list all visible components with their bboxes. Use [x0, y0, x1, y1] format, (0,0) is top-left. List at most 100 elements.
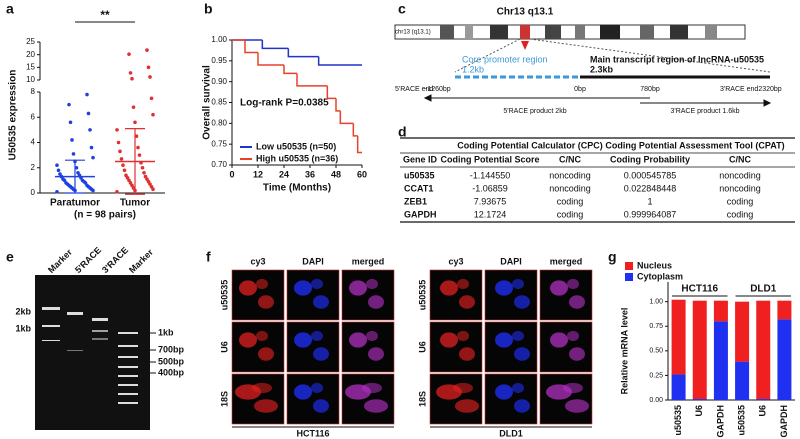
dot: [131, 105, 136, 109]
km-step: [296, 73, 328, 87]
cell: [258, 295, 274, 309]
micrograph: [539, 321, 593, 373]
panel-label: c: [398, 1, 406, 17]
dot: [133, 120, 137, 125]
x-tick-label: U6: [694, 405, 704, 417]
y-tick-label: 0.75: [649, 323, 663, 330]
y-tick-label: 6: [31, 112, 36, 121]
y-tick-label: 0.75: [211, 139, 227, 148]
y-axis-label: U50535 expression: [8, 70, 19, 161]
annotation: Log-rank P=0.0385: [240, 98, 329, 109]
micrograph: [341, 269, 395, 321]
table-cell: noncoding: [549, 183, 591, 193]
km-step: [283, 65, 297, 75]
dot: [88, 128, 92, 132]
table-header: Coding Potential Score: [440, 154, 539, 164]
x-axis-label: Time (Months): [263, 183, 331, 194]
dot: [145, 48, 149, 52]
bar-segment: [713, 321, 728, 400]
row-header: U6: [417, 341, 427, 353]
group-label: DLD1: [750, 284, 777, 295]
dot: [55, 163, 59, 168]
bar-segment: [692, 399, 707, 400]
cell: [440, 280, 458, 296]
micrograph: [429, 321, 483, 373]
km-step: [339, 110, 354, 125]
cell: [311, 330, 323, 342]
bar-segment: [671, 299, 686, 375]
bar-segment: [756, 399, 771, 400]
micrograph: [539, 373, 593, 425]
column-header: merged: [550, 256, 583, 266]
ideogram-label: chr13 (q13.1): [395, 30, 431, 36]
table-cell: ZEB1: [404, 196, 427, 206]
column-header: cy3: [448, 256, 463, 266]
position: 0bp: [574, 86, 586, 93]
cell: [313, 347, 329, 361]
position: 2320bp: [758, 86, 781, 93]
row-header: u50535: [219, 280, 229, 311]
dot: [71, 152, 76, 156]
marker-label: 1kb: [158, 327, 174, 337]
cell: [368, 295, 384, 309]
gel-bands: [42, 307, 138, 404]
cell: [311, 382, 323, 394]
panel-label: e: [6, 249, 14, 265]
cell: [567, 330, 579, 342]
dot: [128, 71, 133, 75]
y-tick-label: 0: [31, 188, 36, 197]
error-bar: [125, 128, 145, 195]
y-tick-label: 0.00: [649, 397, 663, 404]
axis: [667, 282, 795, 401]
cell: [313, 295, 329, 309]
table-header: Coding Probability: [610, 154, 690, 164]
dot: [119, 157, 124, 161]
dot: [127, 52, 131, 56]
column-header: merged: [352, 256, 385, 266]
row-header: 18S: [417, 391, 427, 407]
y-tick-label: 4: [31, 138, 36, 147]
dot: [91, 155, 95, 160]
table-cell: -1.06859: [472, 183, 508, 193]
lane-label: Marker: [46, 247, 74, 275]
dot: [151, 112, 155, 117]
column-header: cy3: [250, 256, 265, 266]
y-tick-label: 15: [26, 62, 35, 71]
cell: [239, 280, 257, 296]
promoter-size: 1.2kb: [462, 64, 484, 74]
transcript-size: 2.3kb: [590, 64, 614, 74]
dot: [148, 75, 152, 79]
micrograph: [231, 373, 285, 425]
subtitle: (n = 98 pairs): [74, 210, 136, 221]
cell: [294, 280, 312, 296]
cell: [550, 280, 568, 296]
cell: [514, 295, 530, 309]
cell: [514, 347, 530, 361]
dot: [55, 189, 59, 194]
x-tick-label: U6: [758, 405, 768, 417]
x-tick-label: 12: [253, 169, 263, 179]
dot: [115, 189, 119, 194]
table-cell: 0.000545785: [624, 170, 677, 180]
cell: [256, 278, 268, 290]
legend-label: Low u50535 (n=50): [256, 141, 336, 151]
lane-label: 5'RACE: [73, 245, 103, 275]
cell: [495, 384, 513, 400]
row-header: u50535: [417, 280, 427, 311]
cell: [512, 278, 524, 290]
cell: [313, 399, 329, 413]
micrograph: [286, 269, 340, 321]
dot: [136, 145, 140, 150]
dot: [130, 76, 134, 81]
x-tick-label: 0: [229, 169, 234, 179]
cell: [366, 330, 378, 342]
y-tick-label: 0.95: [211, 56, 227, 65]
dot: [140, 165, 145, 170]
x-tick-label: 24: [279, 169, 289, 179]
table-cell: coding: [557, 196, 584, 206]
km-step: [352, 123, 358, 137]
panel-label: a: [6, 1, 14, 17]
dot: [115, 128, 119, 132]
dot: [67, 102, 71, 107]
